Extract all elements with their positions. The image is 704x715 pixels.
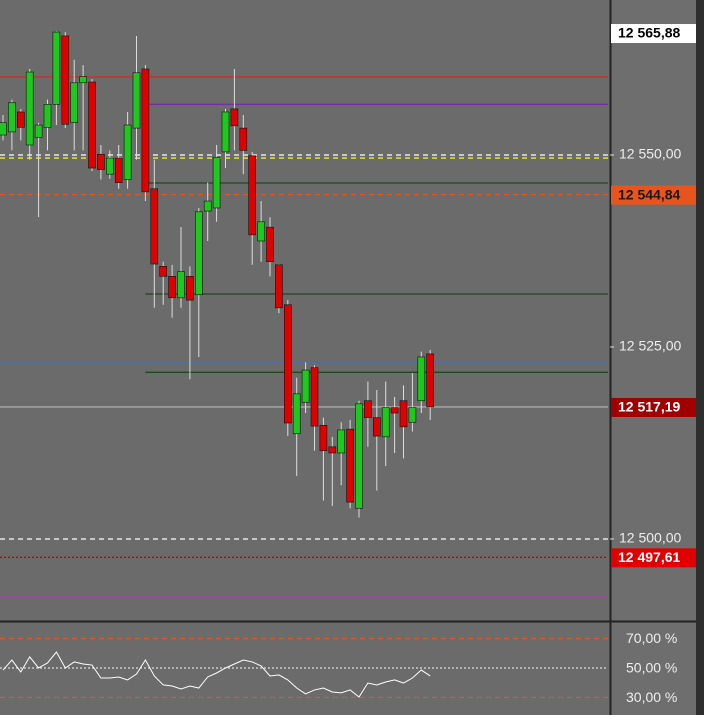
candle-body <box>257 221 265 242</box>
rsi-line <box>2 651 431 698</box>
candle-body <box>141 68 150 193</box>
candle-body <box>177 271 185 299</box>
scroll-strip <box>696 0 704 715</box>
y-tick-label: 12 525,00 <box>619 338 681 354</box>
candle-body <box>150 188 159 265</box>
candle-body <box>364 400 372 418</box>
price-marker <box>611 185 696 205</box>
candle-body <box>328 446 337 454</box>
candle-body <box>70 82 78 124</box>
price-marker-label: 12 517,19 <box>618 399 680 415</box>
y-tick-label: 30,00 % <box>626 689 677 705</box>
candle-body <box>355 403 363 509</box>
candle-body <box>221 111 230 153</box>
candle-body <box>248 155 256 236</box>
candle-body <box>8 102 16 133</box>
candle-body <box>292 393 301 435</box>
candle-body <box>283 304 292 424</box>
candle-body <box>159 266 167 277</box>
candle-body <box>61 35 70 125</box>
y-tick-label: 70,00 % <box>626 630 677 646</box>
candle-body <box>399 400 408 428</box>
candle-body <box>123 124 132 180</box>
candle-body <box>106 157 114 175</box>
candle-body <box>346 428 354 503</box>
candle-body <box>408 407 417 423</box>
candle-body <box>114 157 123 183</box>
candle-body <box>195 211 203 296</box>
candle-body <box>0 122 7 136</box>
candle-body <box>52 31 61 105</box>
candle-body <box>16 111 25 128</box>
price-marker <box>611 24 696 44</box>
candle-body <box>337 429 346 454</box>
candle-body <box>390 407 399 414</box>
candle-body <box>230 108 239 127</box>
y-tick-label: 50,00 % <box>626 660 677 676</box>
candle-body <box>301 369 310 403</box>
price-marker-label: 12 565,88 <box>618 25 680 41</box>
candle-body <box>43 103 52 128</box>
axis-background <box>611 0 696 715</box>
candle-body <box>426 353 435 408</box>
candle-body <box>319 425 328 451</box>
candle-body <box>417 356 426 402</box>
candle-body <box>79 76 87 84</box>
candle-body <box>212 156 221 209</box>
candle-body <box>203 200 212 212</box>
candle-body <box>25 71 34 146</box>
candle-body <box>275 264 283 309</box>
candle-body <box>186 276 194 301</box>
y-tick-label: 12 500,00 <box>619 530 681 546</box>
candle-body <box>168 276 176 299</box>
candle-body <box>310 367 319 427</box>
y-tick-label: 12 550,00 <box>619 146 681 162</box>
price-marker <box>611 397 696 417</box>
candle-body <box>34 124 43 138</box>
price-marker-label: 12 544,84 <box>618 186 680 202</box>
candle-body <box>372 417 381 437</box>
price-marker-label: 12 497,61 <box>618 549 680 565</box>
candle-body <box>88 81 96 169</box>
price-marker <box>611 548 696 568</box>
candle-body <box>239 127 248 151</box>
candle-body <box>97 153 105 170</box>
candle-body <box>381 407 390 438</box>
candle-body <box>266 226 274 263</box>
candle-body <box>132 72 141 129</box>
